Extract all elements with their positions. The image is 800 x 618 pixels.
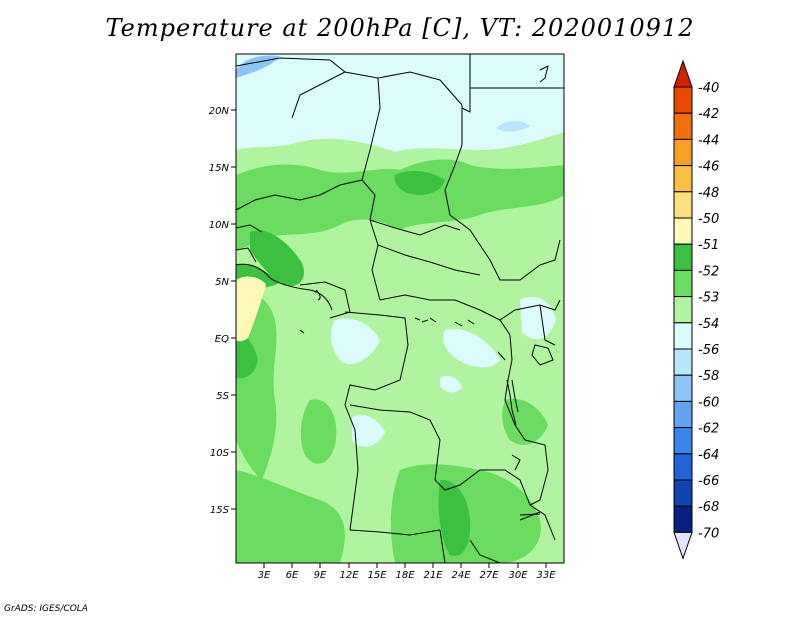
- temperature-field: [236, 54, 564, 563]
- field-cold-patch: [440, 376, 462, 393]
- colorbar-label: -52: [698, 264, 719, 279]
- colorbar-swatch: [673, 269, 693, 298]
- field-cold-congo: [330, 318, 380, 364]
- colorbar: -40 -42 -44 -46 -48 -50 -51 -52 -53 -54 -56 -58 -60 -…: [673, 59, 719, 560]
- field-medium-south: [300, 399, 337, 464]
- colorbar-label: -48: [698, 186, 719, 201]
- colorbar-label: -51: [698, 238, 719, 253]
- field-cold-north: [236, 54, 564, 152]
- lon-label: 27E: [479, 570, 499, 581]
- lat-label: 5N: [215, 277, 229, 288]
- page-title: Temperature at 200hPa [C], VT: 202001091…: [105, 14, 695, 42]
- colorbar-cap-bottom: [673, 531, 693, 560]
- lat-label: 10S: [210, 448, 230, 459]
- lat-label: 15N: [209, 163, 230, 174]
- lon-label: 30E: [508, 570, 528, 581]
- colorbar-swatch: [673, 505, 693, 533]
- field-medium-tanzania: [502, 398, 548, 445]
- colorbar-cap-top: [673, 59, 693, 88]
- colorbar-swatch: [673, 165, 693, 193]
- lon-label: 12E: [339, 570, 359, 581]
- field-dark-sudan: [394, 170, 445, 195]
- colorbar-swatch: [673, 191, 693, 219]
- colorbar-label: -58: [698, 369, 719, 384]
- lon-label: 6E: [286, 570, 299, 581]
- lon-label: 33E: [536, 570, 556, 581]
- lon-label: 24E: [451, 570, 471, 581]
- colorbar-label: -44: [698, 133, 719, 148]
- field-dark-nigeria: [250, 230, 305, 286]
- colorbar-swatch: [673, 374, 693, 402]
- colorbar-swatch: [673, 322, 693, 350]
- credit-label: GrADS: IGES/COLA: [4, 604, 88, 614]
- lat-axis: 20N 15N 10N 5N EQ 5S 10S 15S: [209, 106, 236, 516]
- colorbar-label: -46: [698, 160, 719, 175]
- lakes: [236, 65, 554, 516]
- colorbar-swatch: [673, 296, 693, 324]
- colorbar-swatch: [673, 243, 693, 271]
- field-dark-west: [236, 330, 258, 379]
- colorbar-label: -62: [698, 422, 719, 437]
- colorbar-label: -53: [698, 291, 719, 306]
- colorbar-swatch: [673, 479, 693, 507]
- colorbar-label: -64: [698, 448, 719, 463]
- lat-label: 15S: [210, 505, 230, 516]
- colorbar-swatch: [673, 112, 693, 140]
- lon-label: 18E: [395, 570, 415, 581]
- lat-label: EQ: [215, 334, 229, 345]
- colorbar-label: -68: [698, 500, 719, 515]
- colorbar-swatch: [673, 348, 693, 376]
- map-frame: [235, 53, 565, 564]
- field-cold-east: [443, 329, 500, 368]
- colorbar-swatch: [673, 453, 693, 481]
- country-borders: [236, 54, 564, 563]
- colorbar-swatch: [673, 217, 693, 245]
- colorbar-label: -54: [698, 317, 719, 332]
- colorbar-swatch: [673, 86, 693, 114]
- lon-label: 3E: [258, 570, 271, 581]
- colorbar-label: -70: [698, 526, 719, 541]
- colorbar-label: -66: [698, 474, 719, 489]
- colorbar-swatch: [673, 400, 693, 429]
- colorbar-label: -40: [698, 81, 719, 96]
- lat-label: 20N: [209, 106, 230, 117]
- colorbar-label: -56: [698, 343, 719, 358]
- field-medium-north: [236, 159, 564, 250]
- colorbar-label: -60: [698, 395, 719, 410]
- colorbar-label: -42: [698, 107, 719, 122]
- field-warm-coast: [236, 276, 266, 342]
- colorbar-label: -50: [698, 212, 719, 227]
- lon-label: 15E: [367, 570, 387, 581]
- field-dark-zambia: [438, 479, 471, 556]
- field-blue-patch-2: [496, 120, 530, 132]
- lon-axis: 3E 6E 9E 12E 15E 18E 21E 24E 27E 30E 33E: [258, 563, 556, 581]
- lat-label: 10N: [209, 220, 230, 231]
- lat-label: 5S: [216, 391, 229, 402]
- field-blue-patch: [236, 55, 280, 78]
- colorbar-swatch: [673, 138, 693, 167]
- lon-label: 21E: [423, 570, 443, 581]
- field-medium-angola: [236, 470, 345, 563]
- field-cold-south: [352, 414, 385, 447]
- colorbar-swatch: [673, 427, 693, 455]
- lon-label: 9E: [314, 570, 327, 581]
